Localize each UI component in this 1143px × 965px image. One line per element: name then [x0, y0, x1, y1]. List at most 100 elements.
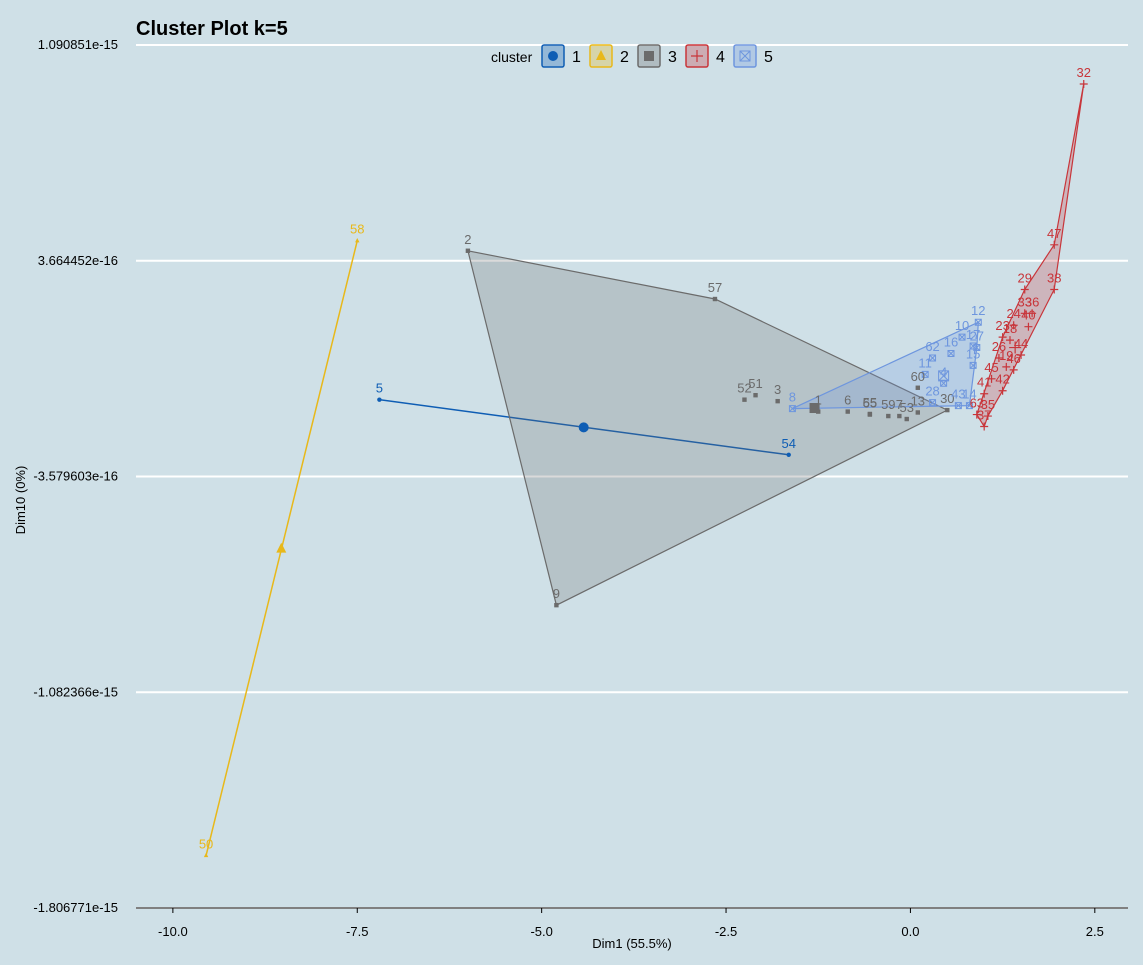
point-58 — [355, 237, 360, 243]
point-13 — [915, 410, 920, 415]
cluster-1-center — [578, 422, 589, 433]
point-33 — [1020, 309, 1029, 318]
legend-label-5: 5 — [764, 49, 773, 66]
point-63 — [972, 410, 981, 419]
point-label-42: 42 — [995, 372, 1009, 387]
point-label-28: 28 — [925, 384, 939, 399]
point-24 — [1009, 321, 1018, 330]
point-label-23: 23 — [995, 318, 1009, 333]
y-tick-label: -3.579603e-16 — [33, 469, 118, 484]
point-26 — [994, 353, 1003, 362]
data-points — [203, 79, 1088, 858]
legend-marker-1 — [548, 51, 558, 61]
x-tick-label: -2.5 — [715, 924, 737, 939]
cluster-4-hull — [976, 83, 1085, 428]
point-label-51: 51 — [748, 376, 762, 391]
legend-marker-3 — [644, 51, 654, 61]
cluster-2-center — [276, 542, 287, 553]
point-label-18: 18 — [1003, 321, 1017, 336]
point-43 — [954, 402, 962, 410]
point-6 — [845, 409, 850, 414]
point-54 — [786, 452, 791, 457]
point-label-62: 62 — [925, 339, 939, 354]
point-label-16: 16 — [944, 335, 958, 350]
point-10 — [958, 333, 966, 341]
point-label-30: 30 — [940, 391, 954, 406]
cluster-4-center — [1009, 341, 1022, 354]
point-label-41: 41 — [977, 375, 991, 390]
point-9 — [554, 602, 559, 608]
point-label-14: 14 — [962, 387, 976, 402]
point-label-46: 46 — [1006, 351, 1020, 366]
point-45 — [987, 374, 996, 383]
legend-label-1: 1 — [572, 49, 581, 66]
cluster-5-center — [938, 370, 950, 382]
point-label-10: 10 — [955, 318, 969, 333]
point-52 — [742, 397, 747, 402]
point-label-32: 32 — [1077, 65, 1091, 80]
axes: 1.090851e-15 3.664452e-16 -3.579603e-16 -1.… — [33, 37, 1128, 939]
point-label-8: 8 — [789, 390, 796, 405]
point-14 — [965, 402, 973, 410]
y-tick-label: 3.664452e-16 — [38, 253, 118, 268]
point-label-45: 45 — [984, 360, 998, 375]
legend-marker-2 — [596, 50, 606, 60]
point-label-27: 27 — [970, 329, 984, 344]
point-8 — [788, 405, 796, 413]
point-2 — [465, 248, 471, 253]
point-59 — [886, 413, 891, 419]
x-axis-title: Dim1 (55.5%) — [592, 936, 671, 951]
point-label-36: 36 — [1025, 294, 1039, 309]
point-label-7: 7 — [896, 397, 903, 412]
point-label-9: 9 — [553, 586, 560, 601]
point-label-15: 15 — [966, 346, 980, 361]
legend-marker-5 — [739, 50, 751, 62]
point-label-13: 13 — [911, 393, 925, 408]
point-label-5: 5 — [376, 381, 383, 396]
point-label-19: 19 — [999, 348, 1013, 363]
point-label-33: 33 — [1018, 294, 1032, 309]
point-30 — [945, 407, 950, 413]
point-label-12: 12 — [971, 303, 985, 318]
point-40 — [1024, 322, 1033, 331]
cluster-hulls — [205, 83, 1085, 856]
point-label-63: 63 — [970, 396, 984, 411]
point-51 — [753, 393, 758, 398]
y-tick-label: 1.090851e-15 — [38, 37, 118, 52]
legend: cluster 1 2 3 4 5 — [491, 44, 773, 68]
point-36 — [1028, 309, 1037, 318]
point-11 — [921, 370, 929, 378]
legend-marker-4 — [691, 50, 703, 62]
point-label-50: 50 — [199, 836, 213, 851]
point-label-17: 17 — [966, 327, 980, 342]
point-label-35: 35 — [981, 397, 995, 412]
point-label-58: 58 — [350, 222, 364, 237]
point-label-54: 54 — [781, 436, 795, 451]
point-50 — [203, 852, 209, 858]
point-label-44: 44 — [1014, 336, 1028, 351]
point-65 — [867, 412, 873, 417]
legend-label-4: 4 — [716, 49, 725, 66]
point-5 — [377, 397, 382, 402]
x-tick-label: -5.0 — [530, 924, 552, 939]
point-27 — [973, 344, 981, 352]
point-label-59: 59 — [881, 397, 895, 412]
point-19 — [1002, 362, 1011, 371]
point-label-47: 47 — [1047, 226, 1061, 241]
point-label-2: 2 — [464, 232, 471, 247]
point-44 — [1017, 350, 1026, 359]
point-label-55: 55 — [863, 395, 877, 410]
point-label-6: 6 — [844, 393, 851, 408]
point-18 — [1005, 336, 1014, 345]
point-label-24: 24 — [1006, 306, 1020, 321]
point-42 — [998, 386, 1007, 395]
point-label-26: 26 — [992, 339, 1006, 354]
x-tick-label: 0.0 — [901, 924, 919, 939]
x-tick-label: 2.5 — [1086, 924, 1104, 939]
point-label-43: 43 — [951, 387, 965, 402]
y-tick-label: -1.082366e-15 — [33, 684, 118, 699]
cluster-3-center — [809, 403, 820, 414]
point-label-53: 53 — [900, 400, 914, 415]
point-label-1: 1 — [815, 393, 822, 408]
